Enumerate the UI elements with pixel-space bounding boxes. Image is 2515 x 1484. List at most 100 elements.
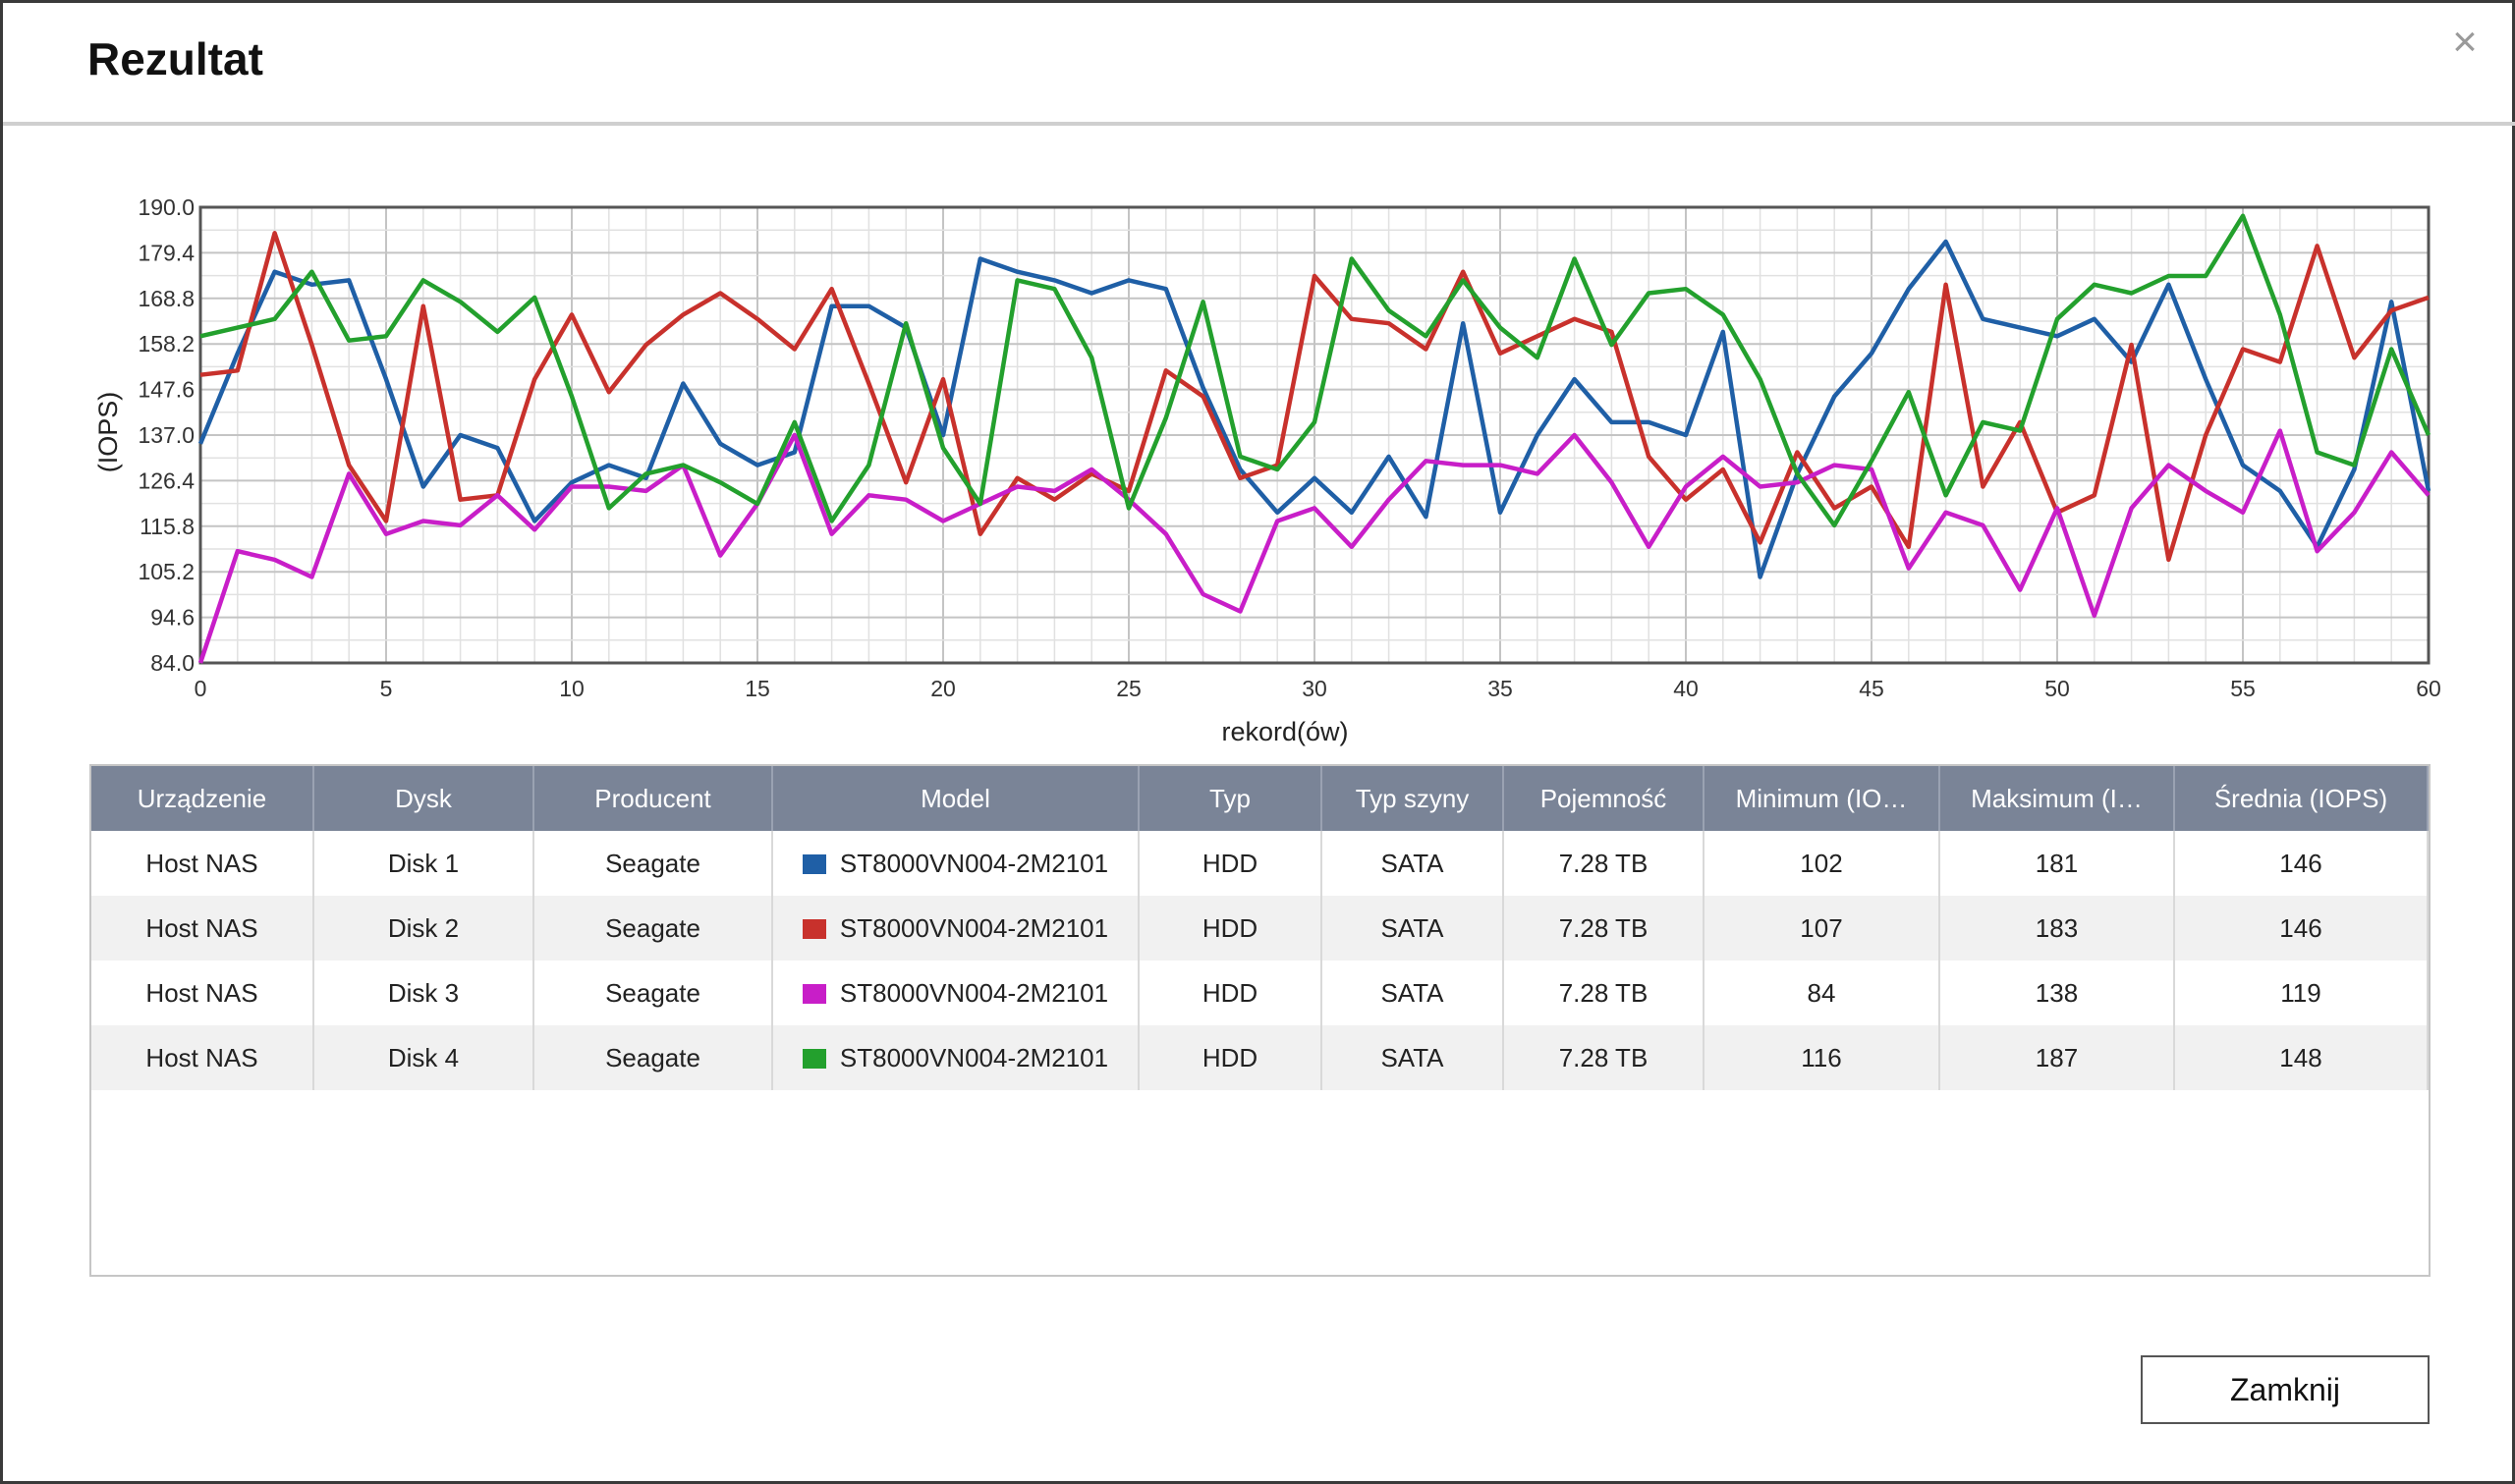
cell-model: ST8000VN004-2M2101 bbox=[772, 1025, 1140, 1090]
model-label: ST8000VN004-2M2101 bbox=[839, 848, 1109, 878]
cell-capacity: 7.28 TB bbox=[1503, 961, 1705, 1025]
x-tick-label: 10 bbox=[559, 676, 585, 701]
table-row[interactable]: Host NAS Disk 2 Seagate ST8000VN004-2M21… bbox=[91, 896, 2429, 961]
cell-max: 181 bbox=[1939, 831, 2175, 896]
cell-min: 102 bbox=[1704, 831, 1940, 896]
series-color-swatch bbox=[802, 1048, 826, 1069]
y-tick-label: 158.2 bbox=[138, 331, 195, 357]
cell-avg: 146 bbox=[2174, 896, 2429, 961]
x-tick-label: 40 bbox=[1673, 676, 1699, 701]
cell-vendor: Seagate bbox=[533, 961, 773, 1025]
cell-avg: 146 bbox=[2174, 831, 2429, 896]
x-tick-label: 30 bbox=[1302, 676, 1327, 701]
cell-bus: SATA bbox=[1321, 1025, 1504, 1090]
iops-line-chart: 0 5 10 15 20 25 30 35 40 45 50 55 60 84.0 94.6 105.2 115… bbox=[93, 194, 2441, 746]
results-table: Urządzenie Dysk Producent Model Typ Typ … bbox=[91, 766, 2429, 1090]
col-header-type[interactable]: Typ bbox=[1139, 766, 1322, 831]
cell-avg: 148 bbox=[2174, 1025, 2429, 1090]
y-tick-label: 147.6 bbox=[138, 377, 195, 403]
cell-disk: Disk 4 bbox=[313, 1025, 534, 1090]
cell-capacity: 7.28 TB bbox=[1503, 896, 1705, 961]
cell-vendor: Seagate bbox=[533, 1025, 773, 1090]
x-tick-label: 45 bbox=[1859, 676, 1884, 701]
y-tick-label: 137.0 bbox=[138, 422, 195, 448]
cell-disk: Disk 2 bbox=[313, 896, 534, 961]
model-label: ST8000VN004-2M2101 bbox=[839, 912, 1109, 943]
cell-vendor: Seagate bbox=[533, 831, 773, 896]
y-tick-label: 179.4 bbox=[138, 240, 195, 265]
series-line-disk-1 bbox=[197, 239, 2431, 579]
x-tick-label: 25 bbox=[1116, 676, 1142, 701]
x-tick-label: 20 bbox=[930, 676, 956, 701]
close-icon[interactable]: × bbox=[2452, 18, 2478, 66]
y-tick-label: 126.4 bbox=[138, 467, 195, 493]
results-table-container: Urządzenie Dysk Producent Model Typ Typ … bbox=[89, 764, 2431, 1277]
cell-device: Host NAS bbox=[91, 961, 314, 1025]
x-tick-label: 50 bbox=[2044, 676, 2070, 701]
cell-type: HDD bbox=[1139, 961, 1322, 1025]
cell-model: ST8000VN004-2M2101 bbox=[772, 961, 1140, 1025]
table-row[interactable]: Host NAS Disk 1 Seagate ST8000VN004-2M21… bbox=[91, 831, 2429, 896]
model-label: ST8000VN004-2M2101 bbox=[839, 1042, 1109, 1072]
col-header-min[interactable]: Minimum (IO… bbox=[1704, 766, 1940, 831]
y-tick-label: 105.2 bbox=[138, 559, 195, 584]
col-header-disk[interactable]: Dysk bbox=[313, 766, 534, 831]
x-tick-label: 5 bbox=[380, 676, 393, 701]
table-row[interactable]: Host NAS Disk 3 Seagate ST8000VN004-2M21… bbox=[91, 961, 2429, 1025]
cell-type: HDD bbox=[1139, 1025, 1322, 1090]
cell-bus: SATA bbox=[1321, 831, 1504, 896]
table-row[interactable]: Host NAS Disk 4 Seagate ST8000VN004-2M21… bbox=[91, 1025, 2429, 1090]
col-header-bus[interactable]: Typ szyny bbox=[1321, 766, 1504, 831]
col-header-capacity[interactable]: Pojemność bbox=[1503, 766, 1705, 831]
cell-type: HDD bbox=[1139, 896, 1322, 961]
cell-model: ST8000VN004-2M2101 bbox=[772, 896, 1140, 961]
x-axis-title: rekord(ów) bbox=[1221, 717, 1348, 746]
col-header-vendor[interactable]: Producent bbox=[533, 766, 773, 831]
x-tick-label: 15 bbox=[745, 676, 770, 701]
cell-min: 107 bbox=[1704, 896, 1940, 961]
cell-device: Host NAS bbox=[91, 896, 314, 961]
series-color-swatch bbox=[802, 853, 826, 874]
table-header-row: Urządzenie Dysk Producent Model Typ Typ … bbox=[91, 766, 2429, 831]
y-tick-label: 94.6 bbox=[150, 605, 195, 631]
cell-bus: SATA bbox=[1321, 896, 1504, 961]
cell-device: Host NAS bbox=[91, 1025, 314, 1090]
cell-type: HDD bbox=[1139, 831, 1322, 896]
x-tick-label: 60 bbox=[2416, 676, 2441, 701]
series-line-disk-3 bbox=[197, 428, 2431, 664]
series-line-disk-4 bbox=[199, 213, 2431, 528]
x-tick-label: 35 bbox=[1487, 676, 1513, 701]
col-header-avg[interactable]: Średnia (IOPS) bbox=[2174, 766, 2429, 831]
cell-min: 116 bbox=[1704, 1025, 1940, 1090]
cell-max: 183 bbox=[1939, 896, 2175, 961]
x-tick-label: 55 bbox=[2230, 676, 2256, 701]
close-button[interactable]: Zamknij bbox=[2141, 1355, 2430, 1424]
y-axis-title: (IOPS) bbox=[93, 392, 123, 473]
model-label: ST8000VN004-2M2101 bbox=[839, 977, 1109, 1008]
cell-disk: Disk 3 bbox=[313, 961, 534, 1025]
col-header-model[interactable]: Model bbox=[772, 766, 1140, 831]
y-tick-label: 190.0 bbox=[138, 194, 195, 220]
cell-min: 84 bbox=[1704, 961, 1940, 1025]
cell-max: 187 bbox=[1939, 1025, 2175, 1090]
col-header-device[interactable]: Urządzenie bbox=[91, 766, 314, 831]
cell-bus: SATA bbox=[1321, 961, 1504, 1025]
x-tick-label: 0 bbox=[195, 676, 207, 701]
y-tick-label: 168.8 bbox=[138, 286, 195, 311]
series-color-swatch bbox=[802, 983, 826, 1004]
dialog-title: Rezultat bbox=[87, 33, 263, 84]
cell-vendor: Seagate bbox=[533, 896, 773, 961]
col-header-max[interactable]: Maksimum (I… bbox=[1939, 766, 2175, 831]
series-color-swatch bbox=[802, 918, 826, 939]
cell-max: 138 bbox=[1939, 961, 2175, 1025]
y-tick-label: 84.0 bbox=[150, 650, 195, 676]
cell-avg: 119 bbox=[2174, 961, 2429, 1025]
iops-chart: 0 5 10 15 20 25 30 35 40 45 50 55 60 84.0 94.6 105.2 115… bbox=[3, 180, 2515, 749]
cell-device: Host NAS bbox=[91, 831, 314, 896]
cell-capacity: 7.28 TB bbox=[1503, 831, 1705, 896]
cell-model: ST8000VN004-2M2101 bbox=[772, 831, 1140, 896]
title-divider bbox=[3, 122, 2515, 126]
chart-axes: 0 5 10 15 20 25 30 35 40 45 50 55 60 84.0 94.6 105.2 115… bbox=[93, 194, 2441, 746]
y-tick-label: 115.8 bbox=[140, 514, 195, 539]
